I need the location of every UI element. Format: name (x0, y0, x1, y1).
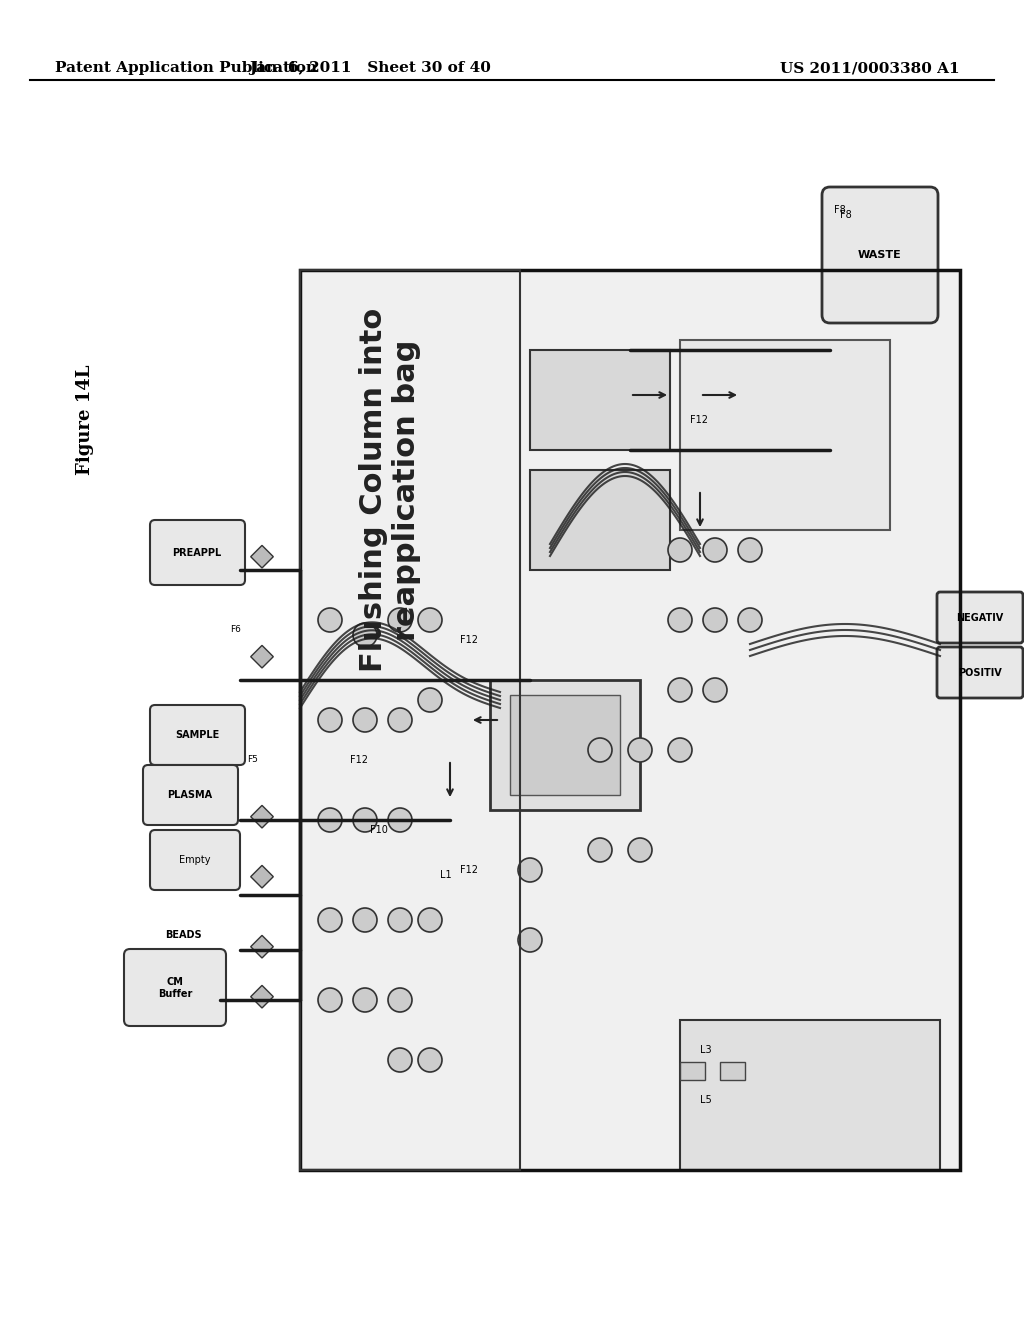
Text: WASTE: WASTE (858, 249, 902, 260)
Bar (720, 1063, 745, 1080)
Circle shape (628, 838, 652, 862)
Circle shape (418, 609, 442, 632)
Circle shape (703, 609, 727, 632)
Text: F12: F12 (460, 635, 478, 645)
Circle shape (353, 987, 377, 1012)
Circle shape (738, 609, 762, 632)
Text: F6: F6 (230, 626, 241, 635)
Bar (680, 1063, 705, 1080)
Text: PLASMA: PLASMA (168, 789, 213, 800)
Bar (680, 1020, 940, 1170)
FancyBboxPatch shape (124, 949, 226, 1026)
Circle shape (318, 609, 342, 632)
Circle shape (628, 738, 652, 762)
Circle shape (353, 708, 377, 733)
FancyBboxPatch shape (143, 766, 238, 825)
Circle shape (518, 928, 542, 952)
Circle shape (668, 738, 692, 762)
Bar (490, 680, 640, 810)
Text: SAMPLE: SAMPLE (175, 730, 219, 741)
Circle shape (388, 1048, 412, 1072)
Bar (300, 271, 961, 1170)
Bar (251, 645, 273, 668)
Text: L1: L1 (440, 870, 452, 880)
Bar (251, 936, 273, 958)
FancyBboxPatch shape (937, 591, 1023, 643)
Circle shape (388, 908, 412, 932)
Circle shape (668, 539, 692, 562)
Circle shape (703, 678, 727, 702)
Text: F10: F10 (370, 825, 388, 836)
Circle shape (318, 987, 342, 1012)
FancyBboxPatch shape (300, 271, 961, 1170)
Circle shape (418, 688, 442, 711)
Text: L3: L3 (700, 1045, 712, 1055)
Circle shape (588, 838, 612, 862)
Circle shape (668, 678, 692, 702)
FancyBboxPatch shape (822, 187, 938, 323)
Circle shape (738, 539, 762, 562)
Text: BEADS: BEADS (165, 931, 202, 940)
Circle shape (318, 908, 342, 932)
FancyBboxPatch shape (150, 705, 245, 766)
Text: POSITIV: POSITIV (958, 668, 1001, 678)
Text: F12: F12 (460, 865, 478, 875)
Text: L5: L5 (700, 1096, 712, 1105)
Text: Flushing Column into
reapplication bag: Flushing Column into reapplication bag (358, 308, 421, 672)
Text: F12: F12 (350, 755, 368, 766)
Circle shape (353, 623, 377, 647)
Text: Jan. 6, 2011   Sheet 30 of 40: Jan. 6, 2011 Sheet 30 of 40 (249, 61, 490, 75)
Bar (251, 985, 273, 1008)
Bar (530, 350, 670, 450)
Text: NEGATIV: NEGATIV (956, 612, 1004, 623)
Text: PREAPPL: PREAPPL (172, 548, 221, 558)
Circle shape (668, 609, 692, 632)
Text: Patent Application Publication: Patent Application Publication (55, 61, 317, 75)
Bar (530, 470, 670, 570)
Bar (251, 545, 273, 568)
Circle shape (418, 908, 442, 932)
Circle shape (388, 808, 412, 832)
Circle shape (588, 738, 612, 762)
Text: F5: F5 (247, 755, 258, 764)
Circle shape (353, 908, 377, 932)
Text: Empty: Empty (179, 855, 211, 865)
Circle shape (388, 987, 412, 1012)
FancyBboxPatch shape (150, 830, 240, 890)
Circle shape (703, 539, 727, 562)
Text: Figure 14L: Figure 14L (76, 364, 94, 475)
Bar (300, 271, 520, 1170)
Bar (680, 341, 890, 531)
Text: F8: F8 (840, 210, 852, 220)
Circle shape (353, 808, 377, 832)
Text: F12: F12 (690, 414, 708, 425)
Circle shape (318, 808, 342, 832)
Text: US 2011/0003380 A1: US 2011/0003380 A1 (780, 61, 959, 75)
Text: CM
Buffer: CM Buffer (158, 977, 193, 999)
Bar (510, 696, 620, 795)
Circle shape (318, 708, 342, 733)
FancyBboxPatch shape (937, 647, 1023, 698)
Bar (251, 866, 273, 888)
Circle shape (388, 708, 412, 733)
Text: F8: F8 (835, 205, 846, 215)
Circle shape (388, 609, 412, 632)
Circle shape (418, 1048, 442, 1072)
FancyBboxPatch shape (150, 520, 245, 585)
Bar (251, 805, 273, 828)
Circle shape (518, 858, 542, 882)
